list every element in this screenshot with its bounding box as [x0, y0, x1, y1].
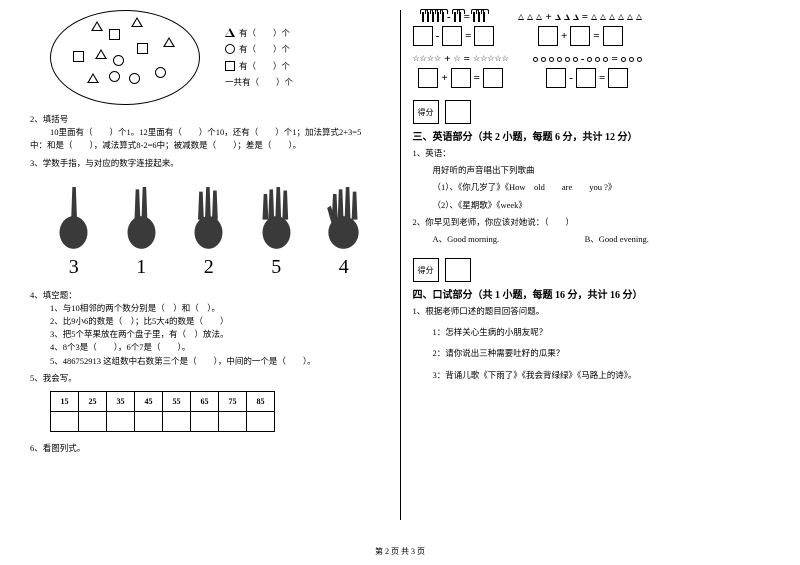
eq-triangles: + = += [518, 10, 642, 46]
total-count: 一共有（ ）个 [225, 74, 293, 90]
optA: A、Good morning. [433, 233, 583, 246]
score-blank-4 [445, 258, 471, 282]
q5-title: 5、我会写。 [30, 372, 388, 385]
q1-answers: 有（ ）个 有（ ）个 有（ ）个 一共有（ ）个 [225, 25, 293, 90]
hand-5 [316, 180, 371, 250]
sec3-q2-opts: A、Good morning. B、Good evening. [413, 233, 771, 246]
page-footer: 第 2 页 共 3 页 [0, 546, 800, 557]
score-box-3: 得分 [413, 100, 771, 124]
score-blank-3 [445, 100, 471, 124]
sec3-q1b: （1）、《你几岁了》《How old are you ?》 [413, 181, 771, 194]
right-column: - = -= + = += [413, 10, 771, 520]
sec3-title: 三、英语部分（共 2 小题，每题 6 分，共计 12 分） [413, 128, 771, 143]
optB: B、Good evening. [585, 234, 649, 244]
finger-images [30, 180, 388, 250]
q1-shapes: 有（ ）个 有（ ）个 有（ ）个 一共有（ ）个 [30, 10, 388, 105]
sec4-i2: 2：请你说出三种需要吐籽的瓜果？ [413, 347, 771, 360]
eq-stars: ☆☆☆☆ + ☆ = ☆☆☆☆☆ += [413, 52, 509, 88]
finger-nums: 3 1 2 5 4 [30, 256, 388, 279]
q2: 2、填括号 10里面有（ ）个1。12里面有（ ）个10，还有（ ）个1；加法算… [30, 113, 388, 153]
eq-sticks: - = -= [413, 10, 495, 46]
number-table: 15 25 35 45 55 65 75 85 [50, 391, 275, 432]
eq-row-1: - = -= + = += [413, 10, 771, 46]
score-label-4: 得分 [413, 258, 439, 282]
hand-1 [46, 180, 101, 250]
q4-2: 2、比9小6的数是（ ）；比5大4的数是（ ） [30, 315, 388, 328]
hand-2 [114, 180, 169, 250]
q4-1: 1、与10相邻的两个数分别是（ ）和（ ）。 [30, 302, 388, 315]
q2-title: 2、填括号 [30, 113, 388, 126]
q4: 4、填空题： 1、与10相邻的两个数分别是（ ）和（ ）。 2、比9小6的数是（… [30, 289, 388, 368]
q4-5: 5、486752913 这组数中右数第三个是（ ），中间的一个是（ ）。 [30, 355, 388, 368]
num-3: 5 [271, 256, 281, 279]
shapes-oval [50, 10, 200, 105]
sec4-i1: 1：怎样关心生病的小朋友呢？ [413, 326, 771, 339]
q2-l2: 中：和是（ ），减法算式8-2=6中；被减数是（ ）；差是（ ）。 [30, 139, 388, 152]
column-divider [400, 10, 401, 520]
num-1: 1 [136, 256, 146, 279]
hand-3 [181, 180, 236, 250]
num-4: 4 [339, 256, 349, 279]
cell-4: 55 [163, 391, 191, 411]
q4-4: 4、8个3是（ ），6个7是（ ）。 [30, 341, 388, 354]
sec4-q1: 1、根据老师口述的题目回答问题。 [413, 305, 771, 318]
left-column: 有（ ）个 有（ ）个 有（ ）个 一共有（ ）个 2、填括号 10里面有（ ）… [30, 10, 388, 520]
sec4-title: 四、口试部分（共 1 小题，每题 16 分，共计 16 分） [413, 286, 771, 301]
q6-title: 6、看图列式。 [30, 442, 388, 455]
cell-1: 25 [79, 391, 107, 411]
cell-6: 75 [219, 391, 247, 411]
q2-l1: 10里面有（ ）个1。12里面有（ ）个10，还有（ ）个1；加法算式2+3=5 [30, 126, 388, 139]
q4-3: 3、把5个苹果放在两个盘子里，有（ ）放法。 [30, 328, 388, 341]
sec4-i3: 3：背诵儿歌《下雨了》《我会背绿绿》《马路上的诗》。 [413, 369, 771, 382]
cell-2: 35 [107, 391, 135, 411]
num-0: 3 [69, 256, 79, 279]
cell-5: 65 [191, 391, 219, 411]
cell-7: 85 [247, 391, 275, 411]
cell-3: 45 [135, 391, 163, 411]
triangle-icon [225, 28, 235, 38]
score-box-4: 得分 [413, 258, 771, 282]
eq-row-2: ☆☆☆☆ + ☆ = ☆☆☆☆☆ += - = -= [413, 52, 771, 88]
sq-count: 有（ ）个 [239, 58, 290, 74]
sec3-q2: 2、你早见到老师，你应该对她说：（ ） [413, 216, 771, 229]
num-2: 2 [204, 256, 214, 279]
score-label-3: 得分 [413, 100, 439, 124]
square-icon [225, 61, 235, 71]
circle-icon [225, 44, 235, 54]
cell-0: 15 [51, 391, 79, 411]
cir-count: 有（ ）个 [239, 41, 290, 57]
q3-title: 3、学数手指，与对应的数字连接起来。 [30, 157, 388, 170]
sec3-q1a: 用好听的声音唱出下列歌曲 [413, 164, 771, 177]
tri-count: 有（ ）个 [239, 25, 290, 41]
eq-circles: - = -= [533, 52, 642, 88]
hand-4 [249, 180, 304, 250]
q4-title: 4、填空题： [30, 289, 388, 302]
sec3-q1: 1、英语： [413, 147, 771, 160]
sec3-q1c: （2）、《星期歌》《week》 [413, 199, 771, 212]
